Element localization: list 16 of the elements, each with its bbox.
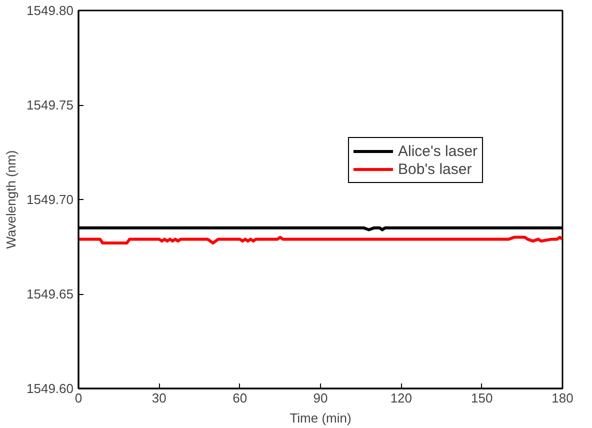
- x-tick-label: 30: [152, 390, 166, 406]
- x-tick-label: 120: [390, 390, 412, 406]
- x-axis-title: Time (min): [290, 410, 352, 426]
- x-tick-label: 90: [313, 390, 328, 406]
- legend-label: Bob's laser: [398, 160, 472, 178]
- y-axis-title: Wavelength (nm): [4, 150, 19, 249]
- y-tick-label: 1549.80: [26, 3, 74, 18]
- y-tick-label: 1549.70: [26, 192, 74, 207]
- x-tick-label: 60: [232, 390, 248, 406]
- legend-label: Alice's laser: [398, 142, 478, 160]
- y-tick-label: 1549.75: [26, 98, 74, 112]
- x-tick-label: 0: [74, 390, 82, 406]
- x-tick-label: 180: [552, 390, 574, 406]
- x-tick-label: 150: [470, 390, 493, 406]
- y-tick-label: 1549.65: [26, 286, 74, 302]
- y-tick-label: 1549.60: [26, 381, 74, 396]
